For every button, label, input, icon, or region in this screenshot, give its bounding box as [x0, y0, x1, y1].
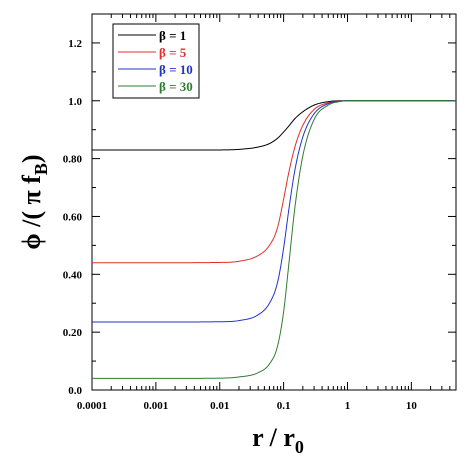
legend-label: β = 5	[159, 45, 187, 60]
x-tick-label: 1	[345, 400, 351, 412]
series-line	[92, 100, 456, 264]
y-axis-title-main: ϕ /( π f	[17, 175, 46, 250]
x-axis-title-sub: 0	[295, 437, 304, 457]
legend-label: β = 1	[159, 28, 186, 43]
y-tick-label: 0.40	[63, 269, 83, 281]
axis-ticks	[91, 13, 457, 391]
x-tick-label: 0.1	[277, 400, 291, 412]
y-tick-labels: 0.0 0.20 0.40 0.60 0.80 1.0 1.2	[63, 38, 83, 397]
series-line	[92, 100, 456, 151]
legend: β = 1 β = 5 β = 10 β = 30	[112, 23, 200, 99]
x-tick-label: 0.001	[143, 400, 168, 412]
x-tick-label: 0.0001	[77, 400, 107, 412]
y-tick-label: 0.20	[63, 327, 83, 339]
legend-label: β = 10	[159, 62, 193, 77]
y-tick-label: 0.80	[63, 154, 83, 166]
y-axis-title-sub: B	[31, 163, 51, 175]
x-axis-title: r / r0	[252, 423, 304, 457]
x-tick-labels: 0.0001 0.001 0.01 0.1 1 10	[77, 400, 417, 412]
y-tick-label: 1.0	[68, 96, 82, 108]
y-tick-label: 0.0	[68, 385, 82, 397]
legend-entries: β = 1 β = 5 β = 10 β = 30	[118, 28, 193, 94]
series-lines	[92, 100, 456, 379]
series-line	[92, 100, 456, 379]
x-axis-title-main: r / r	[252, 423, 295, 452]
y-tick-label: 1.2	[68, 38, 82, 50]
y-tick-label: 0.60	[63, 211, 83, 223]
y-axis-title-close: )	[17, 154, 46, 163]
x-tick-label: 0.01	[210, 400, 229, 412]
y-axis-title: ϕ /( π fB)	[17, 154, 51, 249]
x-tick-label: 10	[406, 400, 418, 412]
legend-label: β = 30	[159, 79, 193, 94]
series-line	[92, 100, 456, 323]
